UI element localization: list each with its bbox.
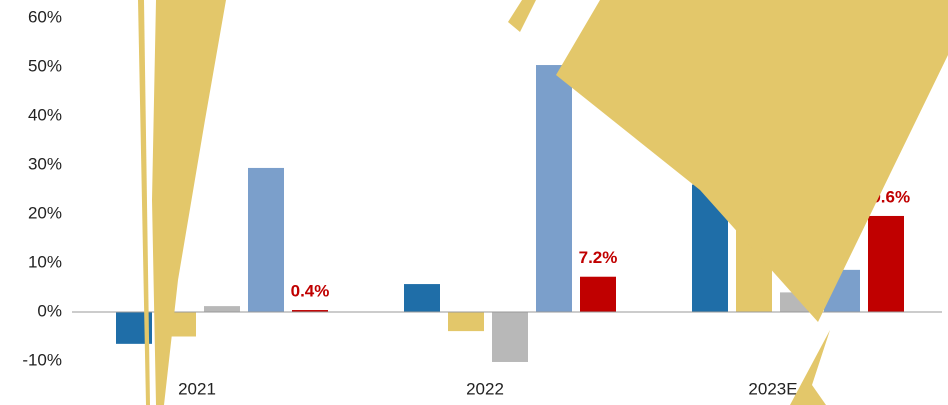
x-tick-label: 2022: [466, 379, 504, 398]
bar: [204, 306, 240, 312]
bar: [868, 215, 904, 312]
overlay-shape: [790, 330, 830, 405]
bar: [292, 310, 328, 312]
y-tick-label: 20%: [28, 203, 62, 222]
y-tick-label: 0%: [37, 301, 62, 320]
overlay-shape: [556, 0, 948, 322]
y-tick-label: 30%: [28, 154, 62, 173]
overlay-shape: [152, 0, 226, 405]
x-tick-label: 2021: [178, 379, 216, 398]
bar: [404, 284, 440, 312]
bar: [536, 65, 572, 312]
x-tick-label: 2023E: [748, 379, 797, 398]
data-label: 0.4%: [291, 282, 330, 301]
data-label: 7.2%: [579, 248, 618, 267]
overlay-shape: [138, 0, 150, 405]
y-tick-label: 50%: [28, 56, 62, 75]
bar: [580, 276, 616, 312]
overlay-shape: [508, 0, 536, 32]
bar: [248, 167, 284, 312]
y-tick-label: 60%: [28, 7, 62, 26]
y-tick-label: -10%: [22, 350, 62, 369]
y-tick-label: 40%: [28, 105, 62, 124]
bar: [492, 312, 528, 362]
bar: [448, 312, 484, 332]
overlay: [138, 0, 948, 405]
y-tick-label: 10%: [28, 252, 62, 271]
